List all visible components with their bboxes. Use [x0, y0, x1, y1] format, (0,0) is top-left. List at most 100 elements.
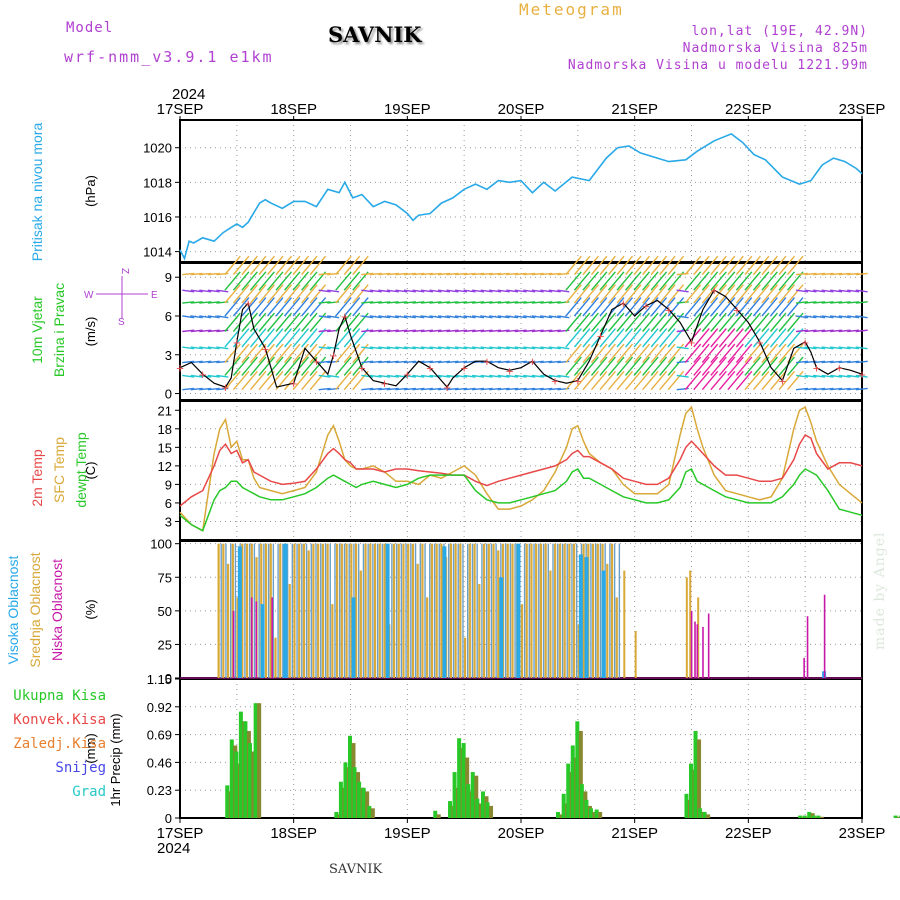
wind-barb: [463, 272, 476, 276]
wind-barb: [531, 329, 544, 333]
x-tick-label-bottom: 21SEP: [611, 825, 658, 842]
wind-barb: [199, 272, 212, 276]
wind-speed-line: [179, 289, 863, 389]
precip-total-bar: [566, 763, 571, 818]
wind-barb: [463, 315, 476, 319]
wind-gust-marker: +: [404, 367, 412, 382]
wind-barb: [769, 284, 787, 304]
wind-gust-marker: +: [443, 380, 451, 395]
wind-barb: [752, 328, 770, 348]
wind-barb: [523, 387, 536, 391]
wind-barb: [437, 289, 450, 293]
wind-barb: [266, 312, 284, 332]
wind-barb: [590, 343, 608, 363]
wind-barb: [497, 346, 510, 350]
cloud-low-bar: [806, 616, 809, 678]
precip-total-bar: [229, 739, 234, 818]
cloud-mid-bar: [539, 543, 543, 678]
wind-barb: [607, 312, 625, 332]
wind-barb: [693, 356, 710, 376]
wind-barb: [361, 272, 374, 276]
wind-gust-marker: +: [233, 335, 241, 350]
wind-barb: [275, 312, 293, 332]
wind-barb: [855, 289, 868, 293]
wind-barb: [752, 370, 770, 391]
wind-barb: [480, 289, 493, 293]
wind-barb: [207, 289, 220, 293]
cloud-mid-bar-outline: [410, 543, 412, 678]
wind-barb: [735, 328, 753, 348]
precip-total-bar: [584, 799, 589, 818]
wind-barb: [847, 346, 860, 350]
wind-barb: [761, 284, 778, 304]
wind-barb: [599, 271, 616, 291]
wind-barb: [437, 360, 451, 364]
precip-total-bar: [561, 793, 566, 818]
wind-barb: [292, 312, 310, 332]
cloud-mid-bar: [288, 583, 291, 678]
wind-barb: [489, 272, 502, 276]
cloud-mid-bar: [340, 543, 343, 678]
cloud-mid-bar-outline: [429, 543, 431, 678]
cloud-mid-bar: [568, 543, 571, 678]
wind-barb: [590, 255, 608, 276]
cloud-mid-bar: [411, 543, 415, 678]
precip-total-bar: [570, 745, 575, 818]
cloud-mid-bar: [478, 583, 481, 678]
wind-barb: [830, 329, 843, 333]
wind-barb: [838, 289, 851, 293]
wind-barb: [514, 301, 527, 304]
wind-barb: [437, 301, 451, 304]
precip-total-bar: [579, 784, 584, 818]
wind-barb: [369, 329, 382, 333]
precip-convective-bar: [598, 811, 603, 818]
wind-gust-marker: +: [426, 361, 434, 376]
wind-barb: [249, 271, 267, 291]
cloud-mid-bar: [293, 543, 296, 678]
wind-barb: [369, 387, 382, 391]
wind-gust-marker: +: [290, 376, 298, 391]
wind-barb: [420, 272, 433, 276]
wind-barb: [582, 356, 599, 376]
wind-barb: [821, 346, 834, 350]
wind-barb: [701, 356, 719, 376]
cloud-high-bar: [516, 543, 521, 678]
wind-barb: [361, 374, 374, 378]
wind-gust-marker: +: [710, 283, 718, 298]
cloud-mid-bar-outline: [433, 543, 436, 678]
precip-total-bar: [693, 730, 698, 818]
wind-barb: [446, 315, 459, 319]
cloud-mid-bar-outline: [471, 543, 474, 678]
wind-barb: [573, 343, 591, 363]
wind-barb: [735, 271, 753, 291]
wind-barb: [582, 297, 599, 317]
wind-barb: [616, 312, 634, 332]
cloud-mid-bar-outline: [504, 543, 507, 678]
wind-barb: [318, 374, 331, 378]
wind-barb: [514, 329, 527, 333]
precip-convective-bar: [478, 803, 483, 818]
precip-axis-title: 1hr Precip (mm): [108, 713, 123, 806]
wind-gust-marker: +: [460, 361, 468, 376]
wind-barb: [795, 346, 809, 350]
compass-south: S: [118, 317, 125, 328]
wind-barb: [642, 343, 659, 363]
cloud-high-bar: [442, 546, 447, 678]
wind-barb: [437, 329, 451, 333]
wind-barb: [701, 284, 719, 304]
wind-barb: [378, 315, 391, 319]
wind-barb: [182, 346, 195, 350]
wind-barb: [650, 271, 668, 291]
wind-barb: [523, 346, 536, 350]
x-tick-label-top: 21SEP: [611, 101, 658, 118]
cloud-mid-bar: [544, 543, 547, 678]
wind-barb: [199, 360, 212, 364]
wind-barb: [514, 374, 527, 378]
wind-barb: [241, 343, 258, 363]
wind-barb: [207, 346, 220, 350]
wind-barb: [642, 328, 659, 348]
wind-barb: [616, 255, 634, 276]
cloud-high-bar: [351, 597, 356, 678]
precip-legend-item: Zaledj.Kisa: [13, 736, 106, 752]
wind-barb: [752, 356, 770, 376]
